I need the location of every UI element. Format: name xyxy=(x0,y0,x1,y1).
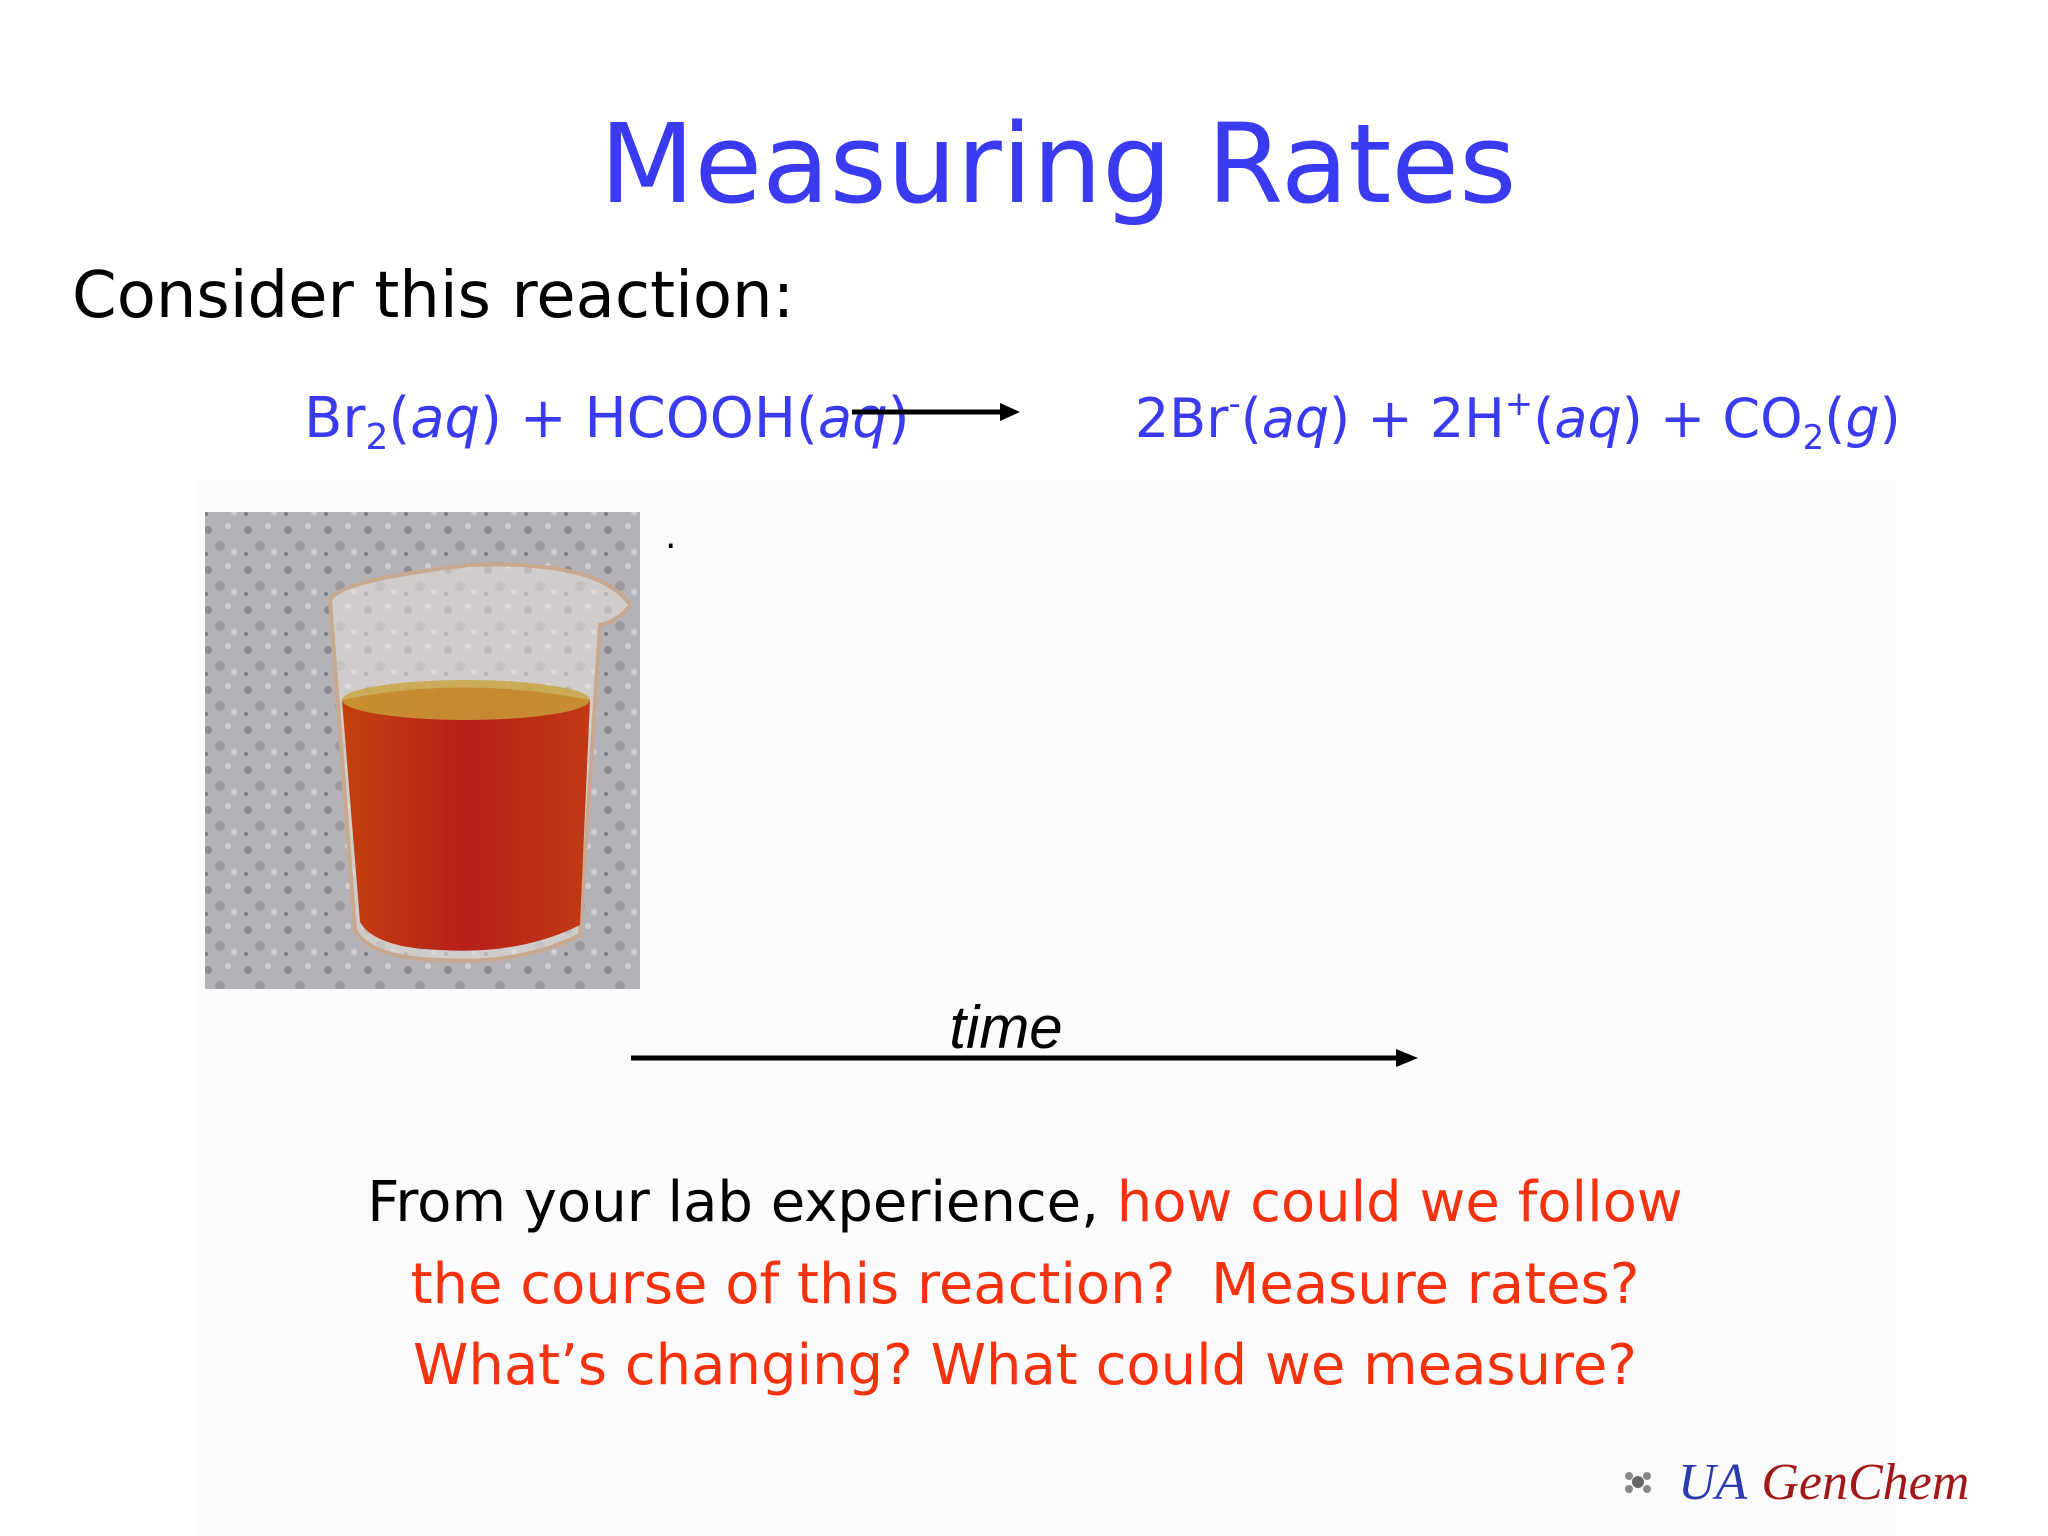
question-highlight: how could we follow xyxy=(1117,1170,1683,1235)
eq-state: aq xyxy=(1554,387,1621,450)
question-line: What’s changing? What could we measure? xyxy=(413,1333,1637,1398)
eq-part: Br xyxy=(304,386,366,451)
eq-part: ) + 2H xyxy=(1329,387,1505,450)
stray-dot: . xyxy=(665,516,676,557)
eq-part: ) xyxy=(888,386,910,451)
equation-reactants: Br2(aq) + HCOOH(aq) xyxy=(215,386,963,458)
eq-part: ( xyxy=(388,386,410,451)
eq-part: ) xyxy=(1880,387,1901,450)
eq-superscript: - xyxy=(1228,384,1240,424)
eq-part: ) + HCOOH( xyxy=(480,386,818,451)
eq-subscript: 2 xyxy=(1803,418,1825,458)
reaction-arrow-head xyxy=(1000,403,1020,421)
time-arrow-head xyxy=(1396,1049,1418,1067)
footer-name: GenChem xyxy=(1761,1454,1969,1511)
slide-title: Measuring Rates xyxy=(600,100,1517,228)
question-highlight: the course of this reaction? Measure rat… xyxy=(411,1252,1640,1317)
eq-state: g xyxy=(1845,387,1879,450)
footer-org: UA xyxy=(1678,1454,1748,1511)
eq-state: aq xyxy=(410,386,480,451)
eq-part: ( xyxy=(1241,387,1262,450)
eq-superscript: + xyxy=(1505,384,1534,424)
eq-state: aq xyxy=(818,386,888,451)
eq-part: ( xyxy=(1824,387,1845,450)
footer-logo-icon xyxy=(1625,1472,1651,1493)
beaker-photo xyxy=(205,512,640,989)
eq-subscript: 2 xyxy=(365,417,388,458)
intro-text: Consider this reaction: xyxy=(72,259,794,333)
question-highlight: What’s changing? What could we measure? xyxy=(413,1333,1637,1398)
equation-products: 2Br-(aq) + 2H+(aq) + CO2(g) xyxy=(1049,384,1952,458)
question-line: the course of this reaction? Measure rat… xyxy=(411,1252,1640,1317)
time-label: time xyxy=(949,994,1062,1061)
eq-state: aq xyxy=(1262,387,1329,450)
eq-part: ( xyxy=(1533,387,1554,450)
eq-part: 2Br xyxy=(1135,387,1229,450)
question-line: From your lab experience, how could we f… xyxy=(367,1170,1682,1235)
eq-part: ) + CO xyxy=(1622,387,1803,450)
footer-brand: UA GenChem xyxy=(1678,1454,1969,1511)
question-lead: From your lab experience, xyxy=(367,1170,1116,1235)
